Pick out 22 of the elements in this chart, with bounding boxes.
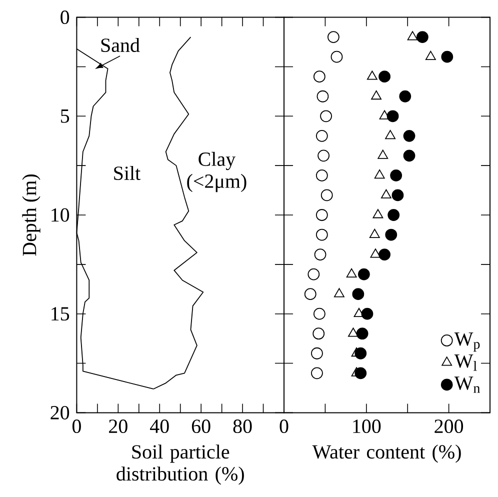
legend-label: W$_{l}$	[454, 354, 477, 371]
y-tick-label: 20	[50, 406, 70, 420]
annotation: Clay (<2μm)	[187, 152, 246, 192]
x-tick-label: 200	[434, 420, 464, 434]
legend-label: W$_{n}$	[454, 376, 480, 393]
y-tick-label: 5	[61, 110, 70, 123]
x-tick-label: 100	[353, 420, 381, 434]
x-axis-title: Water content (%)	[312, 444, 461, 463]
x-tick-label: 20	[109, 420, 128, 434]
x-axis-title: Soil particle distribution (%)	[116, 444, 244, 485]
y-tick-label: 15	[52, 307, 70, 321]
x-tick-label: 80	[233, 420, 252, 434]
legend-label: W$_{p}$	[454, 332, 480, 352]
y-tick-label: 10	[52, 208, 70, 222]
x-tick-label: 60	[192, 420, 210, 434]
y-tick-label: 0	[60, 10, 70, 24]
x-tick-label: 40	[150, 420, 169, 434]
annotation: Silt	[114, 166, 140, 180]
annotation: Sand	[101, 38, 140, 52]
x-tick-label: 0	[280, 420, 288, 434]
y-axis-title: Depth (m)	[22, 174, 40, 256]
x-tick-label: 0	[72, 420, 81, 434]
